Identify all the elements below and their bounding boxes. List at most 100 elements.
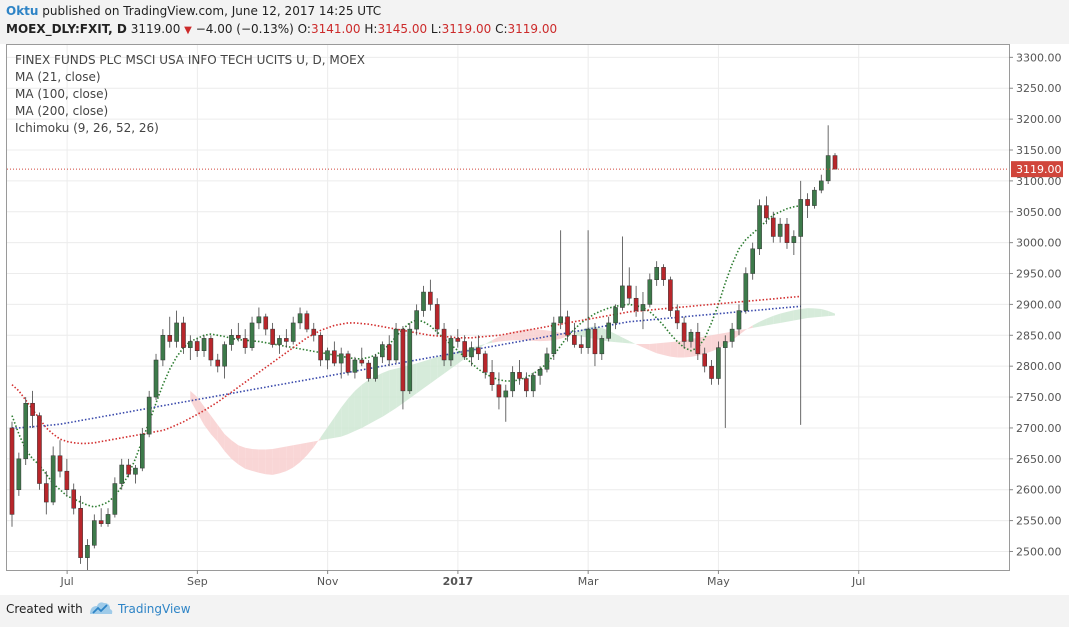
candle <box>489 360 495 391</box>
candle <box>592 322 598 367</box>
cloud-segment <box>245 447 253 471</box>
candle <box>681 316 687 348</box>
cloud-segment <box>574 329 582 337</box>
candle <box>812 187 817 209</box>
ichimoku-cloud <box>190 308 835 475</box>
author-link[interactable]: Oktu <box>6 4 39 18</box>
candle-body <box>393 328 399 361</box>
candle-body <box>167 335 173 342</box>
candle <box>277 335 282 354</box>
candle <box>242 329 248 354</box>
legend-ichimoku[interactable]: Ichimoku (9, 26, 52, 26) <box>15 121 159 135</box>
cloud-segment <box>663 342 671 357</box>
candle <box>805 193 810 218</box>
candle <box>414 304 419 336</box>
cloud-segment <box>533 329 541 342</box>
legend-ma200[interactable]: MA (200, close) <box>15 104 109 118</box>
price-change: −4.00 (−0.13%) <box>195 22 294 36</box>
candle <box>318 332 323 367</box>
candle <box>428 279 433 311</box>
cloud-segment <box>361 379 369 428</box>
candle-body <box>812 189 817 206</box>
last-price-marker: 3119.00 <box>7 161 1063 178</box>
candle-body <box>386 344 392 361</box>
cloud-segment <box>649 343 657 354</box>
candle-body <box>517 372 522 379</box>
candle-body <box>30 402 35 416</box>
candle-body <box>249 322 255 348</box>
legend-ma21[interactable]: MA (21, close) <box>15 70 101 84</box>
last-price: 3119.00 <box>130 22 181 36</box>
legend-ma100[interactable]: MA (100, close) <box>15 87 109 101</box>
candle <box>119 458 125 490</box>
cloud-segment <box>258 449 266 475</box>
candle <box>503 384 509 422</box>
candle <box>558 230 563 330</box>
cloud-segment <box>224 434 232 459</box>
candle <box>647 273 653 308</box>
candle <box>736 304 742 336</box>
cloud-segment <box>382 370 390 417</box>
last-price-tag <box>1011 161 1063 178</box>
candle-body <box>654 267 659 280</box>
candle-body <box>805 199 810 206</box>
cloud-segment <box>738 329 746 335</box>
candle-body <box>592 328 598 355</box>
cloud-segment <box>375 372 383 421</box>
candle <box>441 322 447 367</box>
candle <box>201 335 207 357</box>
candle <box>537 366 543 385</box>
candle-body <box>709 365 714 379</box>
header-bar: Oktu published on TradingView.com, June … <box>0 0 1069 44</box>
candle <box>304 310 310 333</box>
candle-body <box>338 353 344 364</box>
low-label: L: <box>430 22 442 36</box>
footer-bar: Created with TradingView <box>0 595 1069 627</box>
candle-body <box>647 279 653 305</box>
candle <box>818 174 824 194</box>
time-tick-label: May <box>707 575 730 588</box>
candle <box>174 310 179 348</box>
candle <box>613 304 618 330</box>
price-tick-label: 3050.00 <box>1016 206 1062 219</box>
cloud-segment <box>704 335 712 354</box>
cloud-segment <box>430 356 438 384</box>
candle <box>434 298 440 336</box>
tradingview-brand-link[interactable]: TradingView <box>118 602 191 616</box>
candle-body <box>750 248 756 274</box>
candle <box>784 217 790 249</box>
candle-body <box>503 390 509 398</box>
candle-body <box>201 338 207 351</box>
price-tick-label: 2850.00 <box>1016 329 1062 342</box>
candle <box>43 471 49 515</box>
close-label: C: <box>495 22 508 36</box>
candle-body <box>325 350 330 361</box>
candle <box>160 329 166 367</box>
candle <box>112 477 118 518</box>
candle-body <box>71 489 77 509</box>
candle <box>91 514 97 549</box>
cloud-segment <box>622 337 630 344</box>
candle-body <box>606 322 611 339</box>
candle-body <box>215 359 221 367</box>
candle <box>105 508 111 527</box>
chart-pane[interactable] <box>6 44 1010 571</box>
candle-body <box>489 372 495 385</box>
candle <box>640 292 646 330</box>
price-tick-label: 2700.00 <box>1016 422 1062 435</box>
price-chart[interactable]: 2500.00 2550.00 2600.00 2650.00 2700.00 2750.… <box>0 0 1069 595</box>
cloud-segment <box>498 334 506 342</box>
candle <box>407 322 413 394</box>
candle <box>222 341 227 379</box>
cloud-segment <box>786 310 794 322</box>
candle <box>421 285 426 317</box>
candle <box>98 508 104 527</box>
candle-body <box>832 155 838 170</box>
candle-body <box>37 415 42 484</box>
candle-body <box>764 205 769 219</box>
cloud-segment <box>773 313 781 325</box>
candle <box>599 335 605 360</box>
tradingview-logo-icon[interactable] <box>88 600 114 618</box>
cloud-segment <box>286 445 294 472</box>
price-tick-label: 2650.00 <box>1016 453 1062 466</box>
